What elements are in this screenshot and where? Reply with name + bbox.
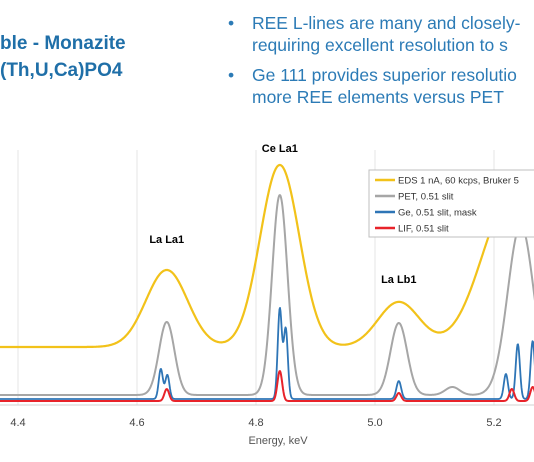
bullet-dot-icon: • bbox=[228, 13, 235, 33]
x-tick-label: 4.8 bbox=[248, 417, 263, 429]
series-line-lif bbox=[0, 370, 534, 402]
bullet-text-line: requiring excellent resolution to s bbox=[252, 35, 508, 55]
bullet-dot-icon: • bbox=[228, 65, 235, 85]
x-tick-label: 5.2 bbox=[486, 417, 501, 429]
peak-label: La La1 bbox=[149, 234, 184, 246]
x-tick-label: 4.4 bbox=[10, 417, 25, 429]
bullet-list: • REE L-lines are many and closely- requ… bbox=[228, 12, 520, 116]
bullet-text-line: more REE elements versus PET bbox=[252, 87, 504, 107]
legend-label-lif: LIF, 0.51 slit bbox=[398, 224, 449, 235]
x-tick-label: 4.6 bbox=[129, 417, 144, 429]
series-line-pet bbox=[0, 194, 534, 396]
bullet-text-line: REE L-lines are many and closely- bbox=[252, 13, 521, 33]
bullet-item: • Ge 111 provides superior resolutio mor… bbox=[228, 64, 520, 108]
bullet-text-line: Ge 111 provides superior resolutio bbox=[252, 65, 517, 85]
legend-label-pet: PET, 0.51 slit bbox=[398, 192, 454, 203]
chart-series bbox=[0, 163, 534, 402]
slide-title-line-1: ble - Monazite bbox=[0, 33, 126, 54]
series-line-eds bbox=[0, 163, 534, 349]
legend-box bbox=[368, 169, 534, 238]
peak-label: Ce La1 bbox=[262, 143, 298, 155]
slide-title: ble - Monazite (Th,U,Ca)PO4 bbox=[0, 30, 126, 84]
x-axis-label: Energy, keV bbox=[248, 435, 308, 447]
slide-title-line-2: (Th,U,Ca)PO4 bbox=[0, 60, 123, 81]
x-tick-label: 5.0 bbox=[367, 417, 382, 429]
peak-label: La Lb1 bbox=[381, 274, 416, 286]
legend-label-eds: EDS 1 nA, 60 kcps, Bruker 5 bbox=[398, 176, 519, 187]
chart-legend: EDS 1 nA, 60 kcps, Bruker 5 PET, 0.51 sli… bbox=[368, 169, 534, 238]
bullet-item: • REE L-lines are many and closely- requ… bbox=[228, 12, 520, 56]
series-line-ge bbox=[0, 306, 534, 400]
x-tick-labels: 4.44.64.85.05.25.45.65.86.0 bbox=[10, 417, 501, 429]
legend-label-ge: Ge, 0.51 slit, mask bbox=[398, 208, 477, 219]
